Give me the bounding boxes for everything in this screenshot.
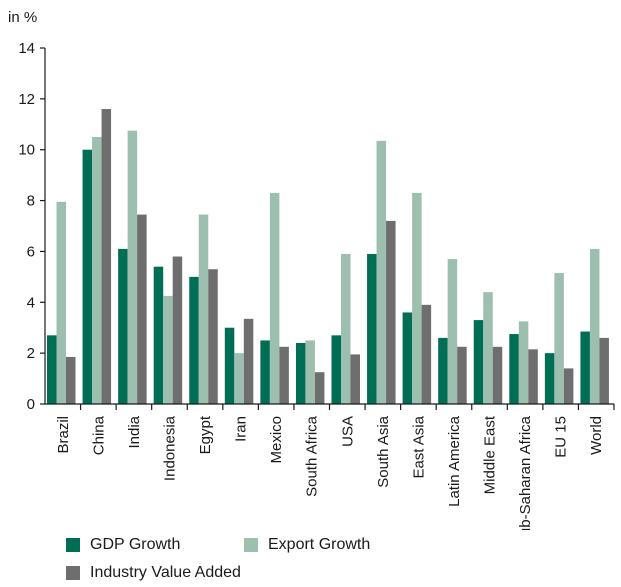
x-tick-label: Mexico [268,416,285,464]
bar [421,304,432,404]
bar [367,253,377,404]
bar [554,273,564,404]
bar [92,137,102,404]
y-tick-label: 10 [18,142,35,159]
bar [305,340,315,404]
chart: in % 0 2 4 6 8 10 12 14 Brazil China India Indones… [8,9,615,530]
x-tick-label: China [90,415,107,455]
bar [47,335,57,404]
bar [350,354,360,404]
legend-item-gdp: GDP Growth [66,536,180,554]
x-tick-label: Indonesia [161,415,178,481]
bar [492,346,503,404]
bar [457,346,467,404]
bar [412,192,422,404]
x-tick-label: South Africa [304,415,321,497]
bar [198,214,209,404]
bar [269,192,280,404]
legend-item-industry: Industry Value Added [66,564,241,582]
bar [518,321,529,404]
bar [189,276,199,404]
bar [137,214,147,404]
x-tick-label: EU 15 [553,416,570,458]
bar [56,201,66,404]
x-tick-label: South Asia [375,415,392,487]
bar [260,340,270,404]
legend: GDP Growth Export Growth Industry Value … [64,532,604,584]
x-tick-label: Iran [233,416,250,442]
y-tick-label: 8 [27,193,35,210]
bar [447,259,458,404]
bar [563,368,574,404]
bars [47,109,609,405]
bar [234,353,244,404]
x-tick-label: World [588,416,605,455]
legend-label-export: Export Growth [268,536,371,553]
bar [580,331,590,404]
bar [509,334,519,404]
y-tick-label: 12 [18,91,35,108]
x-tick-label: Sub-Saharan Africa [517,415,534,530]
bar [314,372,325,404]
legend-item-export: Export Growth [244,536,370,554]
x-tick-label: Brazil [55,416,72,454]
x-tick-label: Middle East [482,415,499,494]
bar [341,253,351,404]
bar [402,312,413,404]
bar [528,349,538,404]
bar [544,353,555,404]
bar [118,248,128,404]
y-tick-label: 0 [27,396,35,413]
bar [473,320,484,404]
x-tick-label: East Asia [410,415,427,478]
bar [153,266,164,404]
bar [66,356,76,404]
y-tick-label: 2 [27,345,35,362]
legend-swatch-gdp [66,538,80,552]
legend-swatch-export [244,538,258,552]
bar [589,248,600,404]
bar [376,140,387,405]
bar [483,292,493,404]
x-tick-label: India [126,415,143,448]
bar [599,337,609,404]
legend-label-industry: Industry Value Added [90,564,241,581]
bar [243,318,254,404]
y-axis-ticks: 0 2 4 6 8 10 12 14 [18,40,45,413]
bar [224,327,235,404]
bar [127,130,138,404]
y-tick-label: 4 [27,294,35,311]
bar [82,149,93,404]
bar [172,256,183,404]
bar [101,109,112,405]
x-tick-label: Egypt [197,415,214,454]
x-axis-ticks [79,404,615,410]
y-tick-label: 14 [18,40,35,57]
x-axis-labels: Brazil China India Indonesia Egypt Iran Mexico… [55,415,605,530]
x-tick-label: Latin America [446,415,463,507]
bar [279,346,289,404]
y-axis-label: in % [8,9,37,26]
x-tick-label: USA [339,416,356,447]
bar [295,342,306,404]
bar [208,269,218,404]
legend-swatch-industry [66,566,80,580]
bar [331,335,341,404]
legend-label-gdp: GDP Growth [90,536,181,553]
bar [163,295,173,404]
y-tick-label: 6 [27,243,35,260]
bar [438,337,448,404]
bar [386,220,396,404]
